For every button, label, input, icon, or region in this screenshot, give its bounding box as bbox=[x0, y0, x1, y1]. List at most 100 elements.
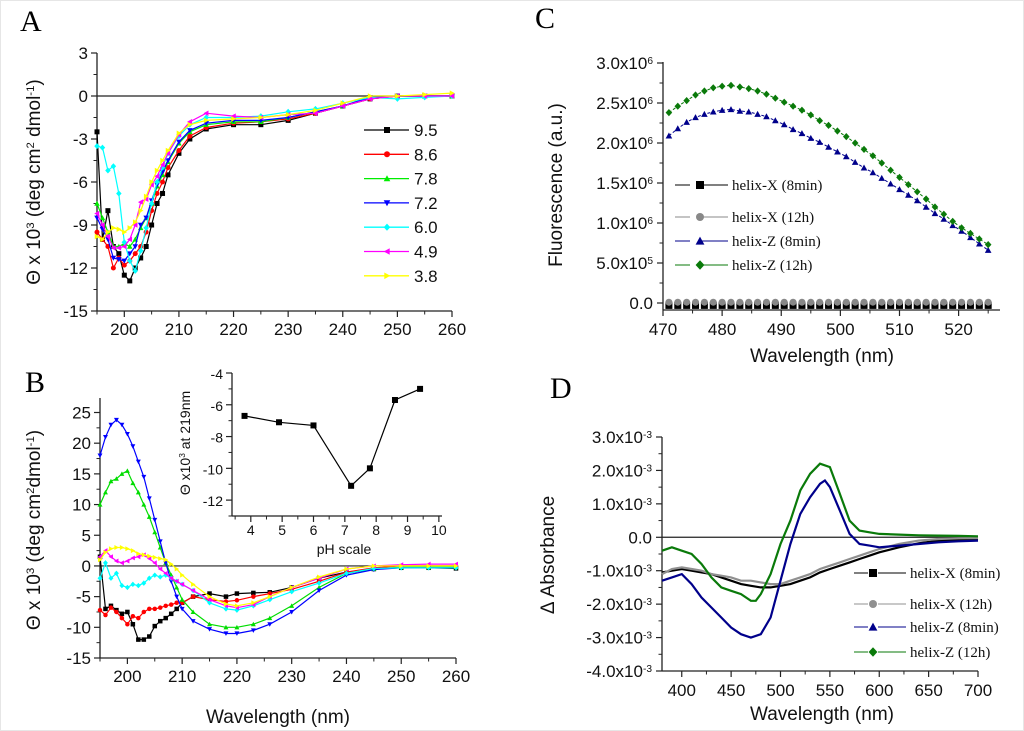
data-point bbox=[745, 85, 753, 93]
data-point bbox=[143, 215, 149, 221]
legend-item[interactable]: 6.0 bbox=[364, 218, 438, 237]
data-point bbox=[103, 606, 108, 612]
data-point bbox=[453, 565, 459, 571]
y-tick-label: -10 bbox=[66, 618, 91, 637]
y-tick-label: -5 bbox=[76, 588, 91, 607]
legend-item[interactable]: helix-Z (12h) bbox=[854, 645, 990, 661]
data-point bbox=[851, 139, 859, 147]
data-point bbox=[158, 556, 163, 562]
data-point bbox=[119, 471, 125, 476]
y-tick-label: -1.0x10-3 bbox=[586, 562, 652, 581]
data-point bbox=[143, 224, 149, 231]
tick-mantissa: -3.0x10 bbox=[586, 629, 643, 648]
data-point bbox=[422, 91, 428, 98]
x-axis-title: Wavelength (nm) bbox=[750, 704, 894, 725]
legend-item[interactable]: helix-X (8min) bbox=[675, 178, 822, 194]
x-tick-label: 500 bbox=[826, 320, 854, 339]
data-point bbox=[833, 298, 841, 306]
data-point bbox=[190, 588, 196, 593]
legend-item[interactable]: 9.5 bbox=[364, 121, 438, 140]
y-tick-label: 3.0x10-3 bbox=[592, 428, 652, 447]
legend-item[interactable]: helix-X (12h) bbox=[854, 597, 992, 613]
tick-mantissa: 0.0 bbox=[629, 294, 653, 313]
legend-item[interactable]: helix-X (8min) bbox=[854, 566, 1000, 582]
data-point bbox=[190, 594, 196, 599]
data-point bbox=[179, 581, 185, 587]
data-point bbox=[207, 591, 212, 596]
legend-item[interactable]: helix-Z (8min) bbox=[675, 234, 821, 250]
data-point bbox=[124, 468, 130, 473]
data-point bbox=[141, 502, 147, 507]
x-tick-label: 210 bbox=[168, 667, 196, 686]
y-tick-label: 5.0x105 bbox=[596, 254, 653, 273]
data-point bbox=[119, 545, 125, 550]
legend-item[interactable]: helix-Z (12h) bbox=[675, 258, 812, 274]
legend-item[interactable]: 7.8 bbox=[364, 170, 438, 189]
data-point bbox=[124, 584, 130, 591]
data-point bbox=[727, 106, 735, 113]
data-point bbox=[316, 584, 322, 590]
data-point bbox=[234, 591, 240, 596]
data-point bbox=[896, 173, 903, 181]
data-point bbox=[168, 575, 174, 581]
data-point bbox=[727, 298, 735, 306]
data-point bbox=[124, 558, 130, 564]
data-point bbox=[127, 225, 133, 231]
data-point bbox=[207, 594, 213, 600]
data-point bbox=[887, 180, 894, 187]
data-point bbox=[878, 174, 886, 181]
data-point bbox=[157, 618, 163, 624]
data-point bbox=[174, 566, 180, 572]
data-point bbox=[132, 244, 138, 250]
legend-item[interactable]: helix-X (12h) bbox=[675, 210, 814, 226]
data-point bbox=[251, 600, 256, 606]
label-text: Θ x10 bbox=[177, 458, 193, 496]
data-point bbox=[949, 298, 957, 306]
data-point bbox=[165, 165, 171, 171]
legend-marker bbox=[383, 200, 391, 207]
legend-item[interactable]: helix-Z (8min) bbox=[854, 620, 999, 636]
data-point bbox=[701, 87, 708, 95]
data-point bbox=[137, 222, 144, 228]
data-point bbox=[931, 298, 939, 306]
data-point bbox=[191, 581, 196, 587]
data-point bbox=[674, 298, 682, 306]
legend-item[interactable]: 8.6 bbox=[364, 145, 438, 164]
data-point bbox=[160, 190, 166, 196]
data-point bbox=[187, 133, 193, 139]
data-point bbox=[313, 107, 319, 114]
tick-mantissa: 5.0x10 bbox=[596, 254, 647, 273]
data-point bbox=[851, 158, 859, 165]
data-point bbox=[860, 145, 868, 153]
data-point bbox=[130, 480, 136, 486]
data-point bbox=[105, 229, 111, 235]
x-tick-label: 4 bbox=[247, 522, 255, 538]
data-point bbox=[905, 191, 912, 198]
data-point bbox=[931, 210, 939, 217]
legend-item[interactable]: 4.9 bbox=[364, 243, 438, 262]
data-point bbox=[108, 605, 114, 610]
x-tick-label: 650 bbox=[914, 681, 942, 700]
legend-marker bbox=[383, 223, 391, 231]
y-tick-label: -15 bbox=[66, 649, 91, 668]
data-point bbox=[878, 159, 886, 167]
data-point bbox=[94, 129, 100, 135]
data-point bbox=[94, 200, 100, 206]
legend-label: 3.8 bbox=[414, 267, 438, 286]
y-tick-label: 2.5x106 bbox=[596, 94, 653, 113]
label-text: ) bbox=[24, 79, 45, 85]
data-point bbox=[114, 545, 119, 550]
x-tick-label: 250 bbox=[387, 667, 415, 686]
legend-marker bbox=[696, 181, 704, 189]
data-point bbox=[94, 210, 100, 217]
data-point bbox=[398, 565, 404, 571]
data-point bbox=[763, 90, 770, 98]
data-point bbox=[391, 397, 398, 404]
data-point bbox=[174, 606, 179, 612]
data-point bbox=[816, 138, 823, 145]
legend-item[interactable]: 3.8 bbox=[364, 267, 438, 286]
data-point bbox=[922, 195, 930, 203]
data-point bbox=[152, 529, 158, 535]
legend-item[interactable]: 7.2 bbox=[364, 194, 438, 213]
legend-marker bbox=[383, 175, 391, 182]
